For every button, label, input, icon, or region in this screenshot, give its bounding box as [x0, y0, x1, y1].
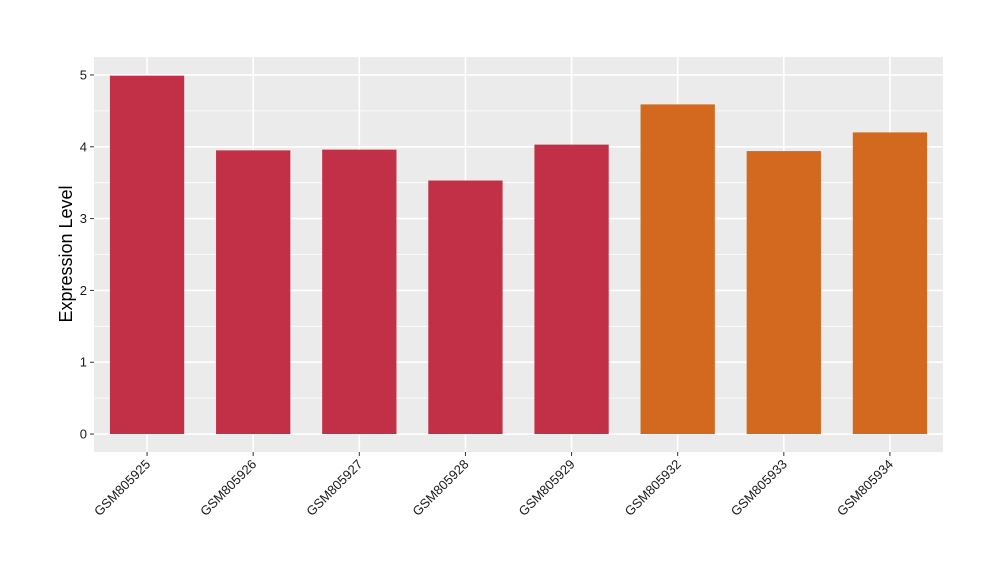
- x-tick-label: GSM805933: [728, 457, 790, 519]
- x-tick-label: GSM805932: [622, 457, 684, 519]
- x-tick-label: GSM805926: [197, 457, 259, 519]
- bar-GSM805926: [216, 150, 291, 435]
- y-tick-label: 1: [80, 355, 87, 370]
- bar-GSM805925: [109, 75, 185, 435]
- bar-GSM805928: [428, 180, 503, 435]
- y-axis-title: Expression Level: [56, 185, 76, 322]
- x-tick-label: GSM805934: [834, 457, 896, 519]
- x-tick-label: GSM805927: [303, 457, 365, 519]
- bar-GSM805934: [852, 132, 928, 435]
- bar-GSM805933: [746, 151, 821, 435]
- bar-GSM805927: [322, 149, 397, 435]
- x-tick-label: GSM805929: [515, 457, 577, 519]
- bar-GSM805929: [534, 144, 609, 435]
- x-axis: GSM805925 GSM805926 GSM805927 GSM805928 GSM8…: [91, 452, 896, 519]
- y-tick-label: 4: [80, 139, 87, 154]
- bar-GSM805932: [640, 104, 715, 435]
- y-tick-label: 0: [80, 427, 87, 442]
- y-tick-label: 5: [80, 67, 87, 82]
- y-axis: 0 1 2 3 4 5: [80, 67, 94, 442]
- y-tick-label: 2: [80, 283, 87, 298]
- y-tick-label: 3: [80, 211, 87, 226]
- x-tick-label: GSM805925: [91, 457, 153, 519]
- bars: [109, 75, 928, 435]
- x-tick-label: GSM805928: [409, 457, 471, 519]
